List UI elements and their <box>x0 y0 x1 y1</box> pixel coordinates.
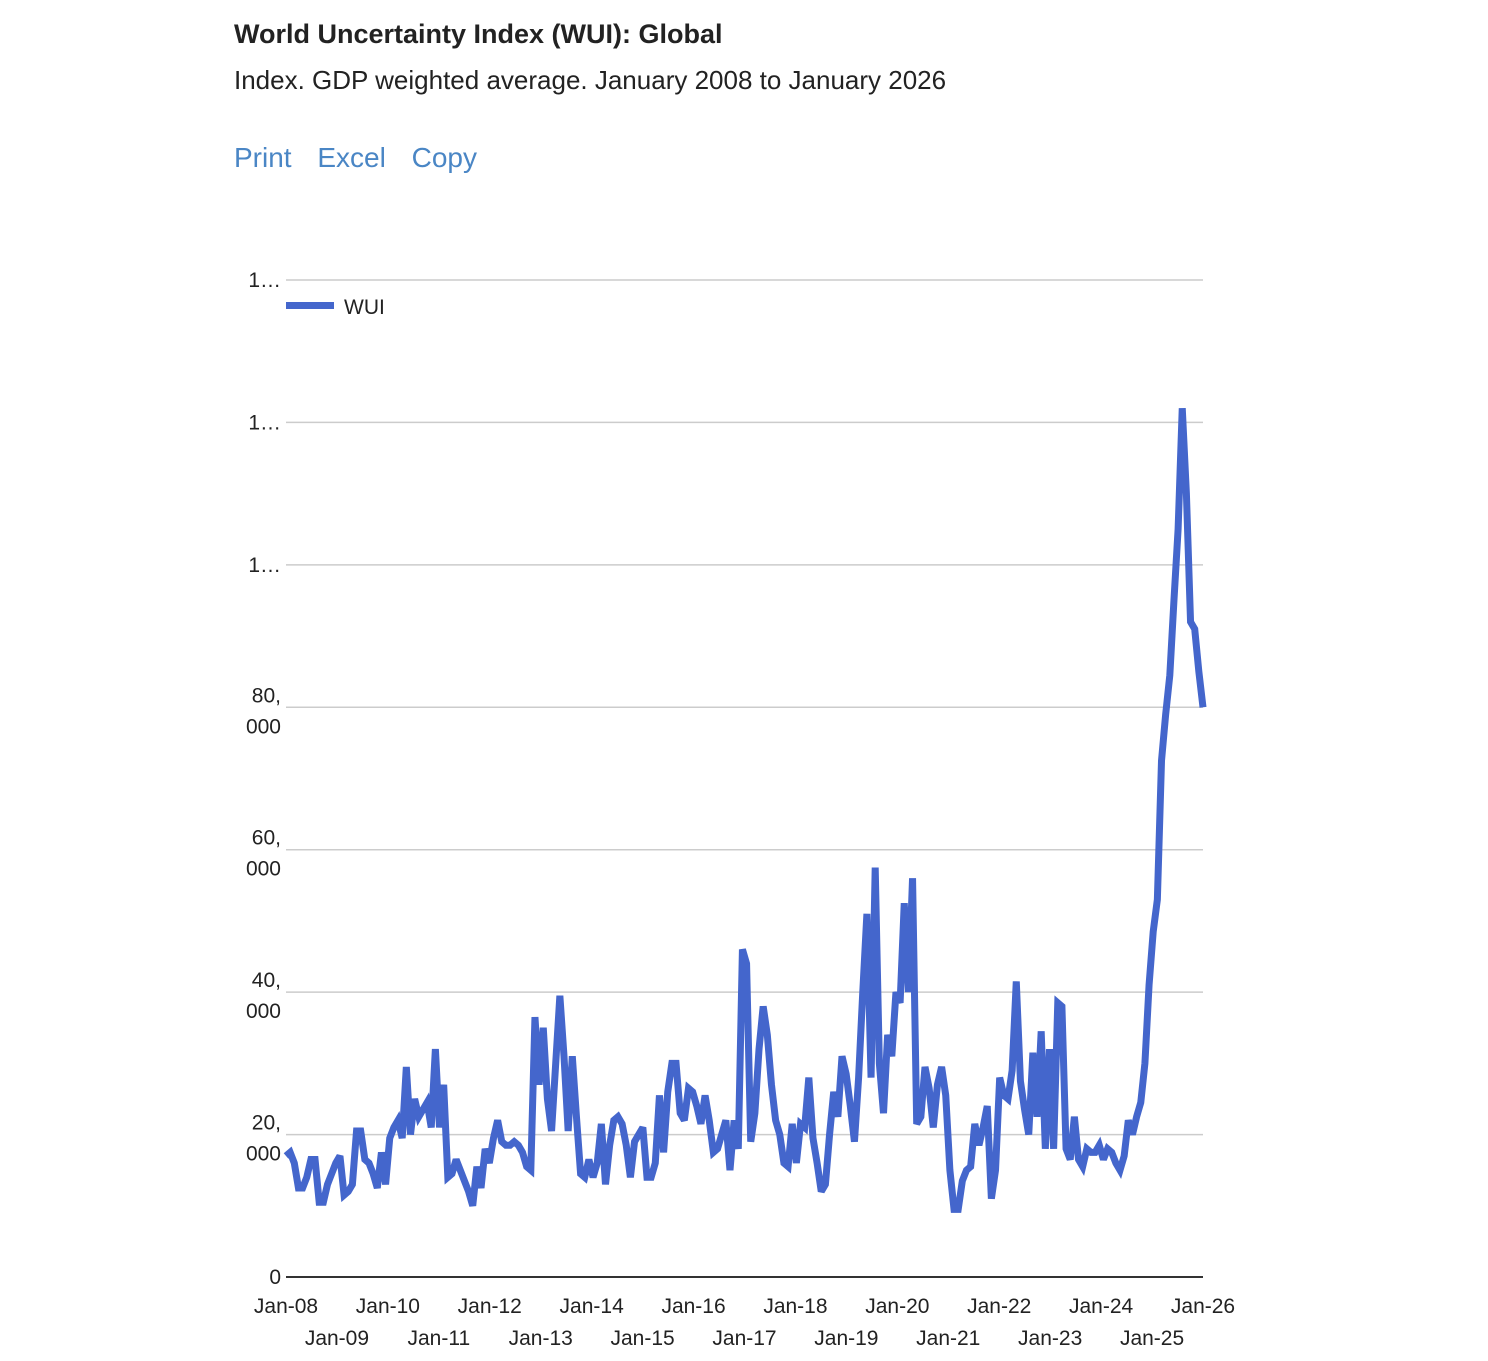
x-tick-label: Jan-22 <box>967 1295 1031 1318</box>
y-tick-label: 1… <box>248 411 281 434</box>
x-tick-label: Jan-14 <box>560 1295 625 1318</box>
series-line-wui <box>283 408 1207 1213</box>
y-tick-label: 80, 000 <box>246 684 281 738</box>
x-tick-label: Jan-25 <box>1120 1327 1184 1350</box>
x-tick-label: Jan-17 <box>712 1327 776 1350</box>
x-tick-label: Jan-21 <box>916 1327 980 1350</box>
x-tick-label: Jan-12 <box>458 1295 522 1318</box>
x-tick-label: Jan-23 <box>1018 1327 1082 1350</box>
series-wui <box>283 408 1207 1213</box>
x-tick-label: Jan-08 <box>254 1295 318 1318</box>
x-tick-label: Jan-13 <box>509 1327 573 1350</box>
x-tick-label: Jan-09 <box>305 1327 369 1350</box>
x-tick-label: Jan-19 <box>814 1327 878 1350</box>
x-tick-label: Jan-20 <box>865 1295 929 1318</box>
y-axis-labels: 0 20, 000 40, 000 60, 000 80, 000 1… 1… 1… <box>246 269 281 1289</box>
print-link[interactable]: Print <box>234 142 292 173</box>
y-tick-label: 1… <box>248 554 281 577</box>
y-tick-label: 40, 000 <box>246 969 281 1023</box>
x-tick-label: Jan-18 <box>763 1295 827 1318</box>
legend-swatch-wui <box>286 302 334 309</box>
y-tick-label: 60, 000 <box>246 827 281 881</box>
legend-label-wui: WUI <box>344 296 385 319</box>
y-tick-label: 20, 000 <box>246 1112 281 1166</box>
legend: WUI <box>286 296 385 319</box>
chart-title: World Uncertainty Index (WUI): Global <box>234 19 723 49</box>
x-axis-labels: Jan-08 Jan-09 Jan-10 Jan-11 Jan-12 Jan-13 Jan-… <box>254 1295 1235 1350</box>
x-tick-label: Jan-10 <box>356 1295 420 1318</box>
x-tick-label: Jan-15 <box>611 1327 675 1350</box>
x-tick-label: Jan-11 <box>408 1327 471 1350</box>
y-tick-label: 1… <box>248 269 281 292</box>
y-tick-label: 0 <box>269 1266 281 1289</box>
chart-subtitle: Index. GDP weighted average. January 200… <box>234 65 947 95</box>
copy-link[interactable]: Copy <box>411 142 477 173</box>
x-tick-label: Jan-16 <box>661 1295 725 1318</box>
x-tick-label: Jan-26 <box>1171 1295 1235 1318</box>
excel-link[interactable]: Excel <box>317 142 386 173</box>
export-actions: Print Excel Copy <box>234 142 495 174</box>
x-tick-label: Jan-24 <box>1069 1295 1134 1318</box>
